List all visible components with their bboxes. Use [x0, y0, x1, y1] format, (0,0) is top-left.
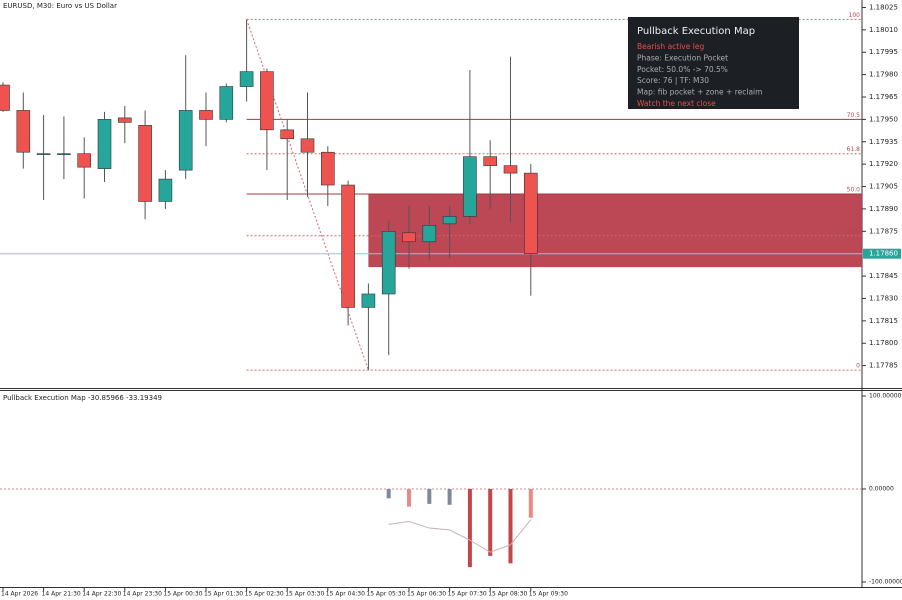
candle-body [422, 225, 437, 243]
histogram-bar [528, 489, 533, 518]
y-tick-label: 1.17890 [869, 205, 898, 213]
candle-body [199, 110, 213, 120]
fib-level-label: 38.2 [847, 228, 861, 235]
x-tick-label: 15 Apr 03:30 [285, 591, 324, 598]
histogram-bar [508, 489, 513, 564]
y-tick-label: 1.17995 [869, 48, 898, 56]
candle-body [158, 178, 173, 202]
candle-body [118, 117, 132, 123]
x-tick-label: 15 Apr 08:30 [488, 591, 527, 598]
candle-body [57, 153, 71, 156]
x-tick-label: 15 Apr 04:30 [326, 591, 365, 598]
signal-line [388, 519, 532, 553]
y-tick-label: 1.18025 [869, 3, 898, 11]
info-panel-line: Bearish active leg [637, 42, 704, 51]
candle-body [523, 172, 538, 254]
candle-body [16, 110, 31, 153]
y-tick-label: 1.17785 [869, 362, 898, 370]
candle-body [0, 84, 10, 111]
candle-body [361, 293, 376, 308]
candle-body [97, 119, 112, 169]
histogram-bar [488, 489, 493, 556]
fib-level-label: 50.0 [847, 187, 861, 194]
info-panel [628, 17, 799, 109]
chart-title: EURUSD, M30: Euro vs US Dollar [3, 2, 117, 10]
y-tick-label: 1.17830 [869, 294, 898, 302]
indicator-title: Pullback Execution Map -30.85966 -33.193… [3, 394, 162, 402]
histogram-bar [467, 489, 472, 568]
current-price-box [863, 248, 901, 259]
x-tick-label: 15 Apr 06:30 [407, 591, 446, 598]
histogram-bar [386, 489, 391, 499]
candle-body [219, 86, 234, 120]
y-tick-label: 1.18010 [869, 26, 898, 34]
indicator-value: -30.85966 [88, 394, 124, 402]
y-tick-label: 1.17980 [869, 71, 898, 79]
candle-body [239, 71, 254, 87]
y-tick-label: 1.17935 [869, 138, 898, 146]
candle-body [503, 165, 518, 174]
x-tick-label: 15 Apr 00:30 [163, 591, 202, 598]
info-panel-line: Phase: Execution Pocket [637, 53, 728, 62]
y-tick-label: 1.17950 [869, 115, 898, 123]
histogram-bar [447, 489, 452, 505]
candle-body [280, 129, 295, 140]
histogram-bar [427, 489, 432, 504]
info-panel-title: Pullback Execution Map [637, 26, 755, 37]
candle-body [381, 231, 396, 295]
info-panel-line: Map: fib pocket + zone + reclaim [637, 88, 762, 97]
x-tick-label: 14 Apr 21:30 [42, 591, 81, 598]
x-tick-label: 14 Apr 22:30 [82, 591, 121, 598]
y-tick-label: -100.00000 [869, 578, 902, 585]
x-tick-label: 14 Apr 23:30 [123, 591, 162, 598]
histogram-bar [407, 489, 411, 507]
info-panel-line: Watch the next close [637, 99, 716, 108]
candle-body [300, 138, 315, 153]
current-price-label: 1.17860 [869, 250, 898, 258]
candle-body [402, 232, 416, 243]
indicator-name: Pullback Execution Map [3, 394, 86, 402]
y-tick-label: 1.17815 [869, 317, 898, 325]
y-tick-label: 1.17875 [869, 227, 898, 235]
candle-body [483, 156, 498, 166]
x-tick-label: 15 Apr 01:30 [204, 591, 243, 598]
y-tick-label: 100.00000 [869, 393, 902, 400]
candle-body [138, 125, 152, 202]
fib-level-label: 0 [856, 363, 860, 370]
y-tick-label: 1.17920 [869, 160, 898, 168]
candle-body [320, 151, 335, 186]
x-tick-label: 15 Apr 07:30 [448, 591, 487, 598]
chart-layer: 1.18025 1.18010 1.17995 1.17980 1.17965 1.179… [0, 3, 902, 598]
x-tick-label: 14 Apr 2026 [1, 591, 38, 598]
info-panel-line: Score: 76 | TF: M30 [637, 76, 709, 85]
candle-body [77, 153, 91, 168]
candle-body [442, 216, 457, 225]
candle-body [178, 110, 193, 171]
x-tick-label: 15 Apr 09:30 [529, 591, 568, 598]
y-tick-label: 1.17800 [869, 339, 898, 347]
pullback-zone [368, 194, 862, 268]
y-tick-label: 1.17965 [869, 93, 898, 101]
y-tick-label: 0.00000 [869, 486, 894, 493]
x-tick-label: 15 Apr 02:30 [245, 591, 284, 598]
info-panel-line: Pocket: 50.0% -> 70.5% [637, 65, 728, 74]
fib-level-label: 61.8 [847, 146, 861, 153]
candle-body [260, 71, 274, 131]
fib-level-label: 100 [849, 12, 861, 19]
y-tick-label: 1.17845 [869, 272, 898, 280]
candle-body [463, 156, 477, 217]
y-tick-label: 1.17905 [869, 183, 898, 191]
candle-body [341, 184, 355, 308]
fib-level-label: 70.5 [847, 112, 861, 119]
candle-body [36, 153, 51, 156]
x-tick-label: 15 Apr 05:30 [366, 591, 405, 598]
indicator-value: -33.19349 [126, 394, 162, 402]
